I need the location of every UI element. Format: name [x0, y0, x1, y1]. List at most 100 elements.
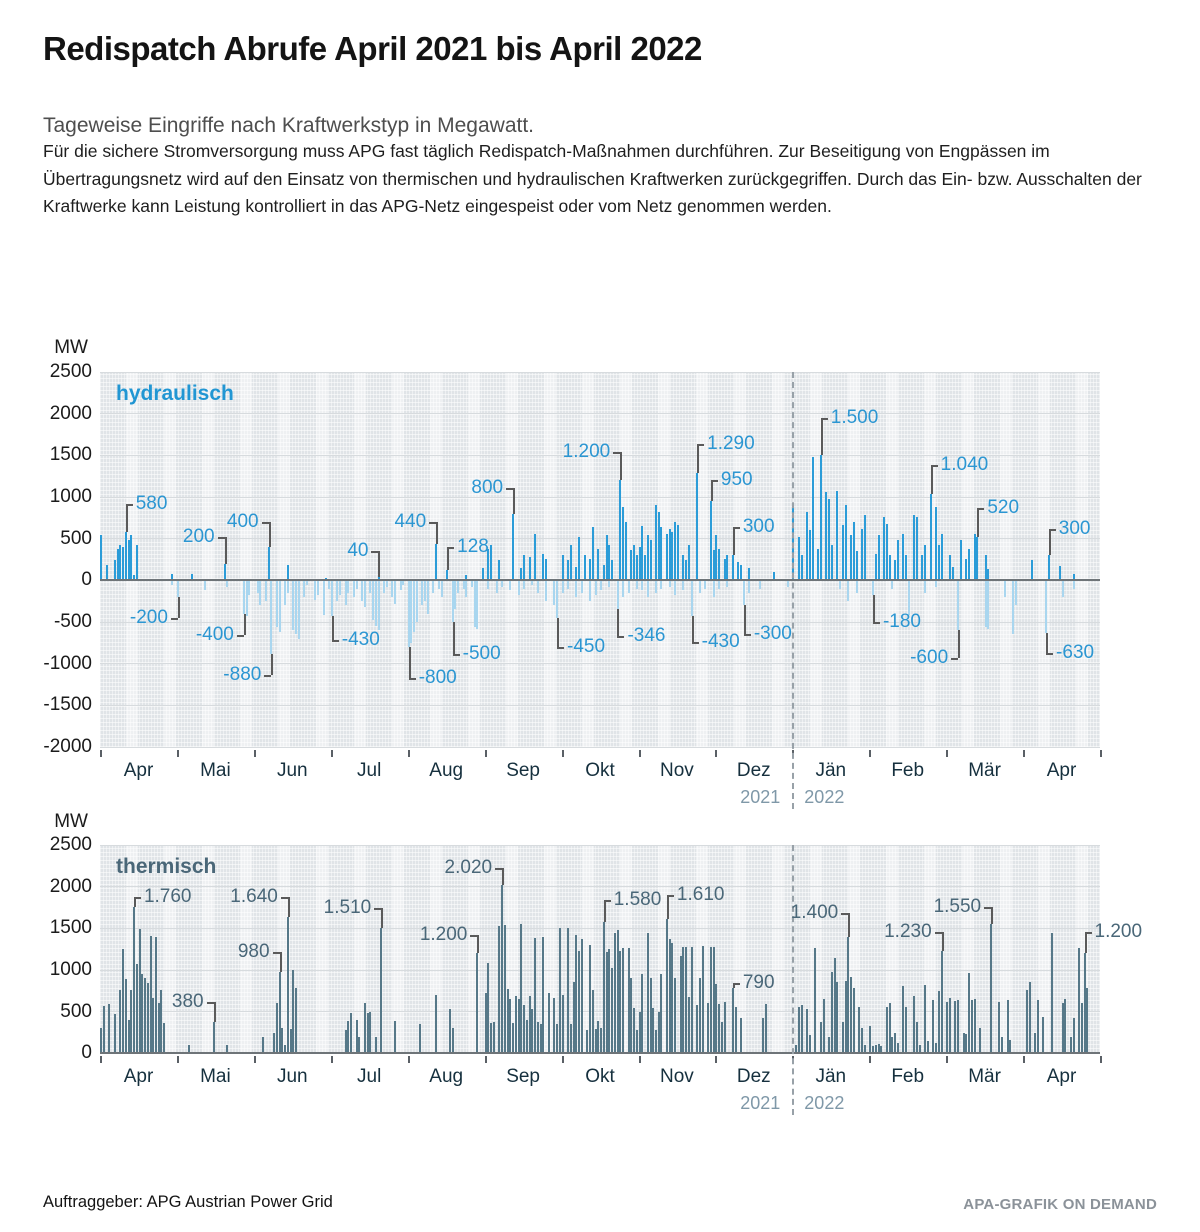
bar-negative — [839, 580, 841, 589]
bar-positive — [1078, 948, 1080, 1054]
x-axis-month-label: Mär — [968, 1066, 1001, 1087]
bar-positive — [638, 547, 641, 581]
bar-positive — [852, 522, 855, 581]
bar-positive — [696, 472, 699, 581]
bar-positive — [594, 1029, 597, 1054]
bar-positive — [539, 1024, 542, 1054]
bar-negative — [391, 580, 394, 597]
bar-positive — [937, 990, 940, 1054]
bar-positive — [959, 540, 962, 581]
y-axis-tick-label: -1000 — [43, 652, 92, 674]
bar-negative — [726, 580, 729, 587]
bar-positive — [861, 1028, 863, 1054]
bar-positive — [374, 1036, 377, 1054]
bar-positive — [602, 921, 605, 1054]
bar-negative — [415, 580, 418, 622]
annotation-leader-h — [331, 640, 339, 642]
annotation-leader-v — [872, 595, 875, 622]
bar-positive — [501, 885, 504, 1054]
annotation-leader-h — [125, 504, 133, 506]
bar-positive — [589, 945, 591, 1054]
bar-positive — [954, 1000, 957, 1054]
x-axis-month-label: Mai — [200, 1066, 231, 1087]
bar-positive — [152, 998, 155, 1054]
x-axis-tick — [176, 750, 179, 757]
bar-negative — [984, 580, 987, 627]
annotation-leader-h — [1084, 932, 1092, 934]
bar-negative — [204, 580, 207, 591]
bar-positive — [622, 507, 624, 581]
x-axis-tick — [1023, 1056, 1026, 1063]
bar-positive — [1072, 1018, 1075, 1054]
y-axis-tick-label: 500 — [60, 1000, 92, 1022]
annotation-leader-v — [732, 983, 735, 988]
x-axis-tick — [407, 1056, 410, 1063]
bar-negative — [704, 580, 707, 589]
annotation-leader-v — [378, 551, 381, 577]
annotation-leader-v — [1048, 529, 1051, 556]
bar-negative — [410, 580, 413, 643]
bar-negative — [1045, 580, 1048, 633]
bar-positive — [512, 1022, 515, 1054]
bar-positive — [448, 1009, 451, 1054]
annotation-label: 1.640 — [230, 886, 278, 907]
y-axis-tick-label: 0 — [81, 1042, 92, 1064]
bar-positive — [281, 1028, 284, 1054]
bar-positive — [712, 550, 715, 581]
x-axis-month-label: Apr — [123, 760, 154, 781]
bar-positive — [762, 1018, 765, 1054]
bar-negative — [855, 580, 858, 593]
bar-positive — [575, 935, 578, 1054]
bar-negative — [487, 580, 490, 589]
annotation-label: 2.020 — [444, 857, 493, 878]
bar-negative — [372, 580, 374, 621]
bar-positive — [877, 535, 880, 581]
bar-positive — [284, 1045, 287, 1054]
bar-positive — [358, 1036, 361, 1054]
bar-positive — [325, 577, 328, 581]
annotation-label: 1.200 — [419, 924, 468, 945]
annotation-leader-v — [603, 900, 606, 922]
bar-positive — [1072, 573, 1075, 581]
bar-positive — [624, 522, 627, 581]
annotation-leader-v — [666, 895, 669, 920]
bar-positive — [869, 1025, 872, 1054]
bar-positive — [141, 974, 144, 1054]
bar-positive — [660, 527, 663, 581]
bar-positive — [523, 1005, 526, 1054]
bar-positive — [163, 1023, 166, 1054]
bar-negative — [660, 580, 663, 589]
annotation-leader-h — [452, 654, 460, 656]
annotation-leader-v — [620, 452, 623, 481]
bar-negative — [622, 580, 624, 597]
bar-positive — [712, 946, 715, 1054]
x-axis-month-label: Jun — [276, 760, 308, 781]
annotation-leader-h — [841, 913, 849, 915]
bar-positive — [525, 1020, 528, 1054]
chart-thermisch: thermisch 0 500 1000 1500 2000 2500 Apr Mai Jun J… — [50, 834, 1142, 1115]
bar-positive — [212, 1021, 215, 1054]
x-axis-tick — [638, 750, 641, 757]
bar-negative — [509, 580, 512, 591]
annotation-leader-h — [374, 908, 382, 910]
annotation-leader-v — [287, 897, 290, 917]
bar-positive — [671, 532, 674, 581]
bar-positive — [435, 995, 438, 1054]
bar-positive — [611, 560, 613, 581]
bar-positive — [520, 567, 523, 581]
annotation-leader-h — [495, 868, 503, 870]
bar-positive — [567, 928, 569, 1054]
bar-negative — [292, 580, 295, 631]
annotation-leader-v — [177, 597, 180, 618]
bar-negative — [553, 580, 556, 606]
x-axis-month-label: Jän — [815, 1066, 847, 1087]
chart-title-hydraulisch: hydraulisch — [116, 382, 234, 405]
bar-positive — [490, 1022, 493, 1054]
bar-positive — [157, 1002, 160, 1054]
bar-positive — [130, 534, 133, 581]
gridline — [100, 1011, 1100, 1013]
bar-positive — [1001, 1036, 1004, 1054]
annotation-label: 200 — [182, 526, 215, 547]
bar-negative — [295, 580, 298, 634]
bar-positive — [523, 555, 526, 581]
